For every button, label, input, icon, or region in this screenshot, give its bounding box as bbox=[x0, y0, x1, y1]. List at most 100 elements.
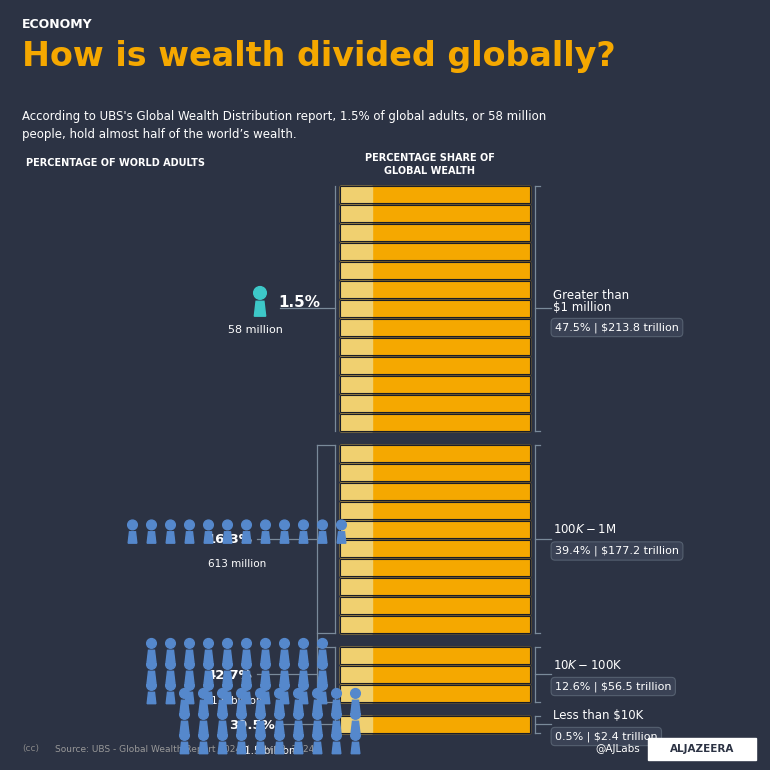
Polygon shape bbox=[223, 532, 232, 543]
Bar bbox=[340, 224, 373, 240]
Circle shape bbox=[350, 731, 360, 740]
Bar bbox=[340, 445, 530, 461]
Bar bbox=[340, 521, 373, 537]
Text: 39.4% | $177.2 trillion: 39.4% | $177.2 trillion bbox=[555, 546, 679, 556]
Bar bbox=[340, 376, 530, 393]
Circle shape bbox=[166, 660, 176, 669]
Polygon shape bbox=[332, 721, 341, 733]
Circle shape bbox=[280, 681, 290, 690]
Polygon shape bbox=[294, 721, 303, 733]
Polygon shape bbox=[261, 650, 270, 661]
Text: Greater than: Greater than bbox=[553, 289, 629, 302]
Bar bbox=[340, 357, 530, 373]
Text: PERCENTAGE OF WORLD ADULTS: PERCENTAGE OF WORLD ADULTS bbox=[25, 158, 205, 168]
Bar bbox=[340, 262, 530, 279]
Circle shape bbox=[166, 638, 176, 648]
Polygon shape bbox=[204, 671, 213, 683]
Polygon shape bbox=[147, 692, 156, 704]
Bar bbox=[340, 243, 373, 259]
Bar bbox=[340, 464, 530, 480]
Circle shape bbox=[199, 688, 209, 698]
Polygon shape bbox=[180, 721, 189, 733]
Text: @AJLabs: @AJLabs bbox=[595, 744, 640, 754]
Polygon shape bbox=[199, 721, 208, 733]
Circle shape bbox=[318, 681, 327, 690]
Circle shape bbox=[299, 660, 308, 669]
Bar bbox=[340, 483, 373, 500]
Polygon shape bbox=[318, 650, 326, 661]
Polygon shape bbox=[185, 671, 194, 683]
Circle shape bbox=[179, 731, 189, 740]
Circle shape bbox=[236, 710, 246, 719]
Polygon shape bbox=[199, 742, 208, 754]
Circle shape bbox=[128, 520, 137, 530]
Circle shape bbox=[223, 520, 233, 530]
Polygon shape bbox=[147, 650, 156, 661]
Text: 16.3%: 16.3% bbox=[206, 534, 252, 546]
Bar bbox=[340, 319, 530, 336]
Polygon shape bbox=[180, 742, 189, 754]
Circle shape bbox=[242, 660, 251, 669]
Bar bbox=[340, 685, 373, 701]
Circle shape bbox=[275, 710, 284, 719]
Bar bbox=[340, 395, 530, 411]
Text: 47.5% | $213.8 trillion: 47.5% | $213.8 trillion bbox=[555, 323, 679, 333]
Text: ALJAZEERA: ALJAZEERA bbox=[670, 744, 734, 754]
Polygon shape bbox=[199, 700, 208, 711]
Polygon shape bbox=[261, 671, 270, 683]
Bar bbox=[340, 319, 530, 336]
Circle shape bbox=[336, 520, 346, 530]
Polygon shape bbox=[332, 742, 341, 754]
Polygon shape bbox=[299, 532, 308, 543]
Polygon shape bbox=[242, 650, 251, 661]
Circle shape bbox=[203, 638, 213, 648]
Circle shape bbox=[261, 638, 270, 648]
Polygon shape bbox=[237, 721, 246, 733]
Bar bbox=[340, 597, 530, 614]
Polygon shape bbox=[351, 721, 360, 733]
Circle shape bbox=[350, 710, 360, 719]
Circle shape bbox=[253, 286, 266, 300]
Polygon shape bbox=[351, 700, 360, 711]
Polygon shape bbox=[256, 721, 265, 733]
Polygon shape bbox=[275, 742, 284, 754]
Circle shape bbox=[299, 681, 308, 690]
Bar bbox=[340, 262, 530, 279]
Bar bbox=[340, 224, 530, 240]
Bar bbox=[340, 395, 373, 411]
Bar bbox=[340, 502, 530, 518]
Polygon shape bbox=[147, 671, 156, 683]
Polygon shape bbox=[242, 692, 251, 704]
Bar bbox=[340, 716, 530, 732]
Polygon shape bbox=[180, 700, 189, 711]
Bar bbox=[340, 186, 530, 203]
Bar bbox=[340, 186, 373, 203]
Bar bbox=[340, 540, 530, 557]
Text: 1.5%: 1.5% bbox=[278, 295, 320, 310]
Polygon shape bbox=[166, 671, 175, 683]
Polygon shape bbox=[280, 692, 289, 704]
Bar bbox=[340, 666, 530, 682]
Circle shape bbox=[313, 710, 323, 719]
Bar bbox=[340, 445, 530, 461]
Bar bbox=[340, 597, 373, 614]
Bar bbox=[340, 300, 373, 316]
Bar bbox=[340, 414, 373, 430]
Bar bbox=[340, 281, 530, 297]
Text: PERCENTAGE SHARE OF: PERCENTAGE SHARE OF bbox=[365, 153, 495, 163]
Polygon shape bbox=[351, 742, 360, 754]
Circle shape bbox=[203, 520, 213, 530]
Bar bbox=[340, 445, 373, 461]
Polygon shape bbox=[204, 650, 213, 661]
Circle shape bbox=[332, 731, 341, 740]
Circle shape bbox=[313, 731, 323, 740]
Bar bbox=[340, 521, 530, 537]
Circle shape bbox=[332, 710, 341, 719]
Polygon shape bbox=[261, 692, 270, 704]
Text: $100K - $1M: $100K - $1M bbox=[553, 524, 616, 536]
Bar bbox=[340, 616, 373, 632]
Bar bbox=[340, 559, 530, 575]
Text: 1.6 billion: 1.6 billion bbox=[211, 696, 263, 706]
Bar bbox=[340, 243, 530, 259]
Polygon shape bbox=[280, 532, 289, 543]
